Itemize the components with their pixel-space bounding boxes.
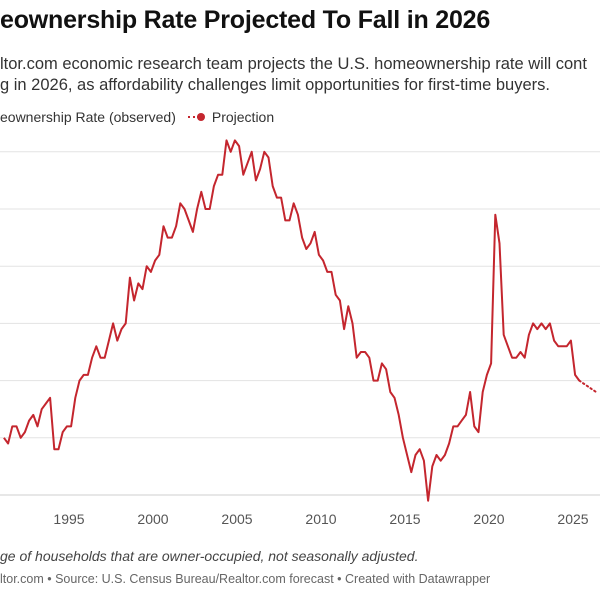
chart-subtitle-line-1: ltor.com economic research team projects… — [0, 55, 587, 73]
x-tick-label: 1995 — [53, 511, 84, 527]
x-tick-label: 2025 — [557, 511, 588, 527]
chart-title: eownership Rate Projected To Fall in 202… — [0, 6, 491, 34]
legend-label-observed: eownership Rate (observed) — [0, 109, 176, 125]
x-tick-label: 2020 — [473, 511, 504, 527]
line-chart: 1990 1995 2000 2005 2010 2015 2020 2025 — [0, 139, 600, 527]
chart-subtitle-line-2: g in 2026, as affordability challenges l… — [0, 76, 550, 94]
x-tick-label: 2010 — [305, 511, 336, 527]
legend-label-projection: Projection — [211, 109, 275, 125]
x-tick-label: 1990 — [0, 511, 1, 527]
x-tick-label: 2005 — [221, 511, 252, 527]
series-line-observed — [3, 139, 581, 502]
x-tick-label: 2015 — [389, 511, 420, 527]
series-line-projection — [578, 379, 598, 393]
chart-note: ge of households that are owner-occupied… — [0, 548, 419, 564]
chart-credit: ltor.com • Source: U.S. Census Bureau/Re… — [0, 572, 491, 586]
legend: eownership Rate (observed) Projection — [0, 109, 274, 125]
legend-swatch-projection — [187, 112, 206, 122]
x-tick-label: 2000 — [137, 511, 168, 527]
